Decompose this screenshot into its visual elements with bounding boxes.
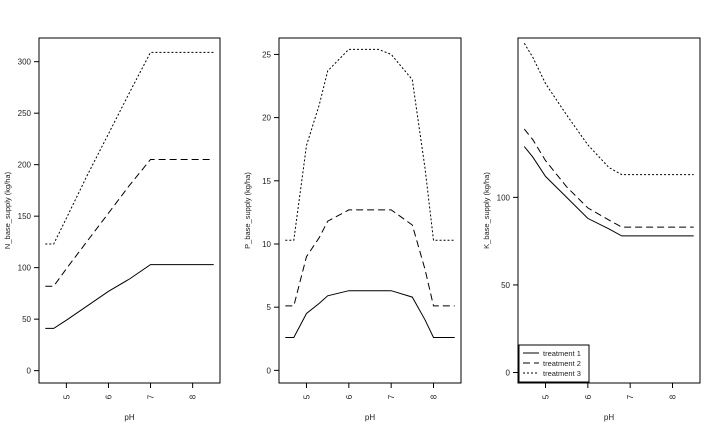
y-tick-label: 150 — [18, 212, 32, 221]
legend-label: treatment 2 — [543, 359, 581, 368]
y-tick-label: 5 — [267, 303, 272, 312]
series-line-treatment-3 — [523, 43, 694, 176]
y-axis-title: N_base_supply (kg/ha) — [3, 171, 12, 249]
series-line-treatment-2 — [45, 159, 214, 287]
series-line-treatment-3 — [285, 48, 455, 241]
x-tick-label: 7 — [626, 394, 635, 399]
x-axis-title: pH — [124, 413, 134, 422]
chart-panel-2: 5 6 7 8 0 5 10 15 20 25 pH P_base_supply (kg/ha) — [243, 37, 462, 422]
plot-frame — [38, 37, 221, 384]
x-axis-title: pH — [365, 413, 375, 422]
plot-frame — [517, 37, 701, 384]
y-tick-label: 50 — [501, 281, 510, 290]
series-line-treatment-2 — [285, 209, 455, 307]
series-line-treatment-1 — [523, 146, 694, 237]
x-tick-label: 5 — [62, 394, 71, 399]
y-tick-label: 0 — [27, 367, 32, 376]
x-tick-label: 5 — [303, 394, 312, 399]
series-line-treatment-1 — [285, 290, 455, 338]
chart-panel-1: 5 6 7 8 0 50 100 150 200 250 300 pH N_base_supply (k… — [3, 37, 221, 422]
chart-panel-3: 5 6 7 8 0 50 100 pH K_base_supply (kg/ha) treatme… — [482, 37, 701, 422]
y-tick-label: 20 — [262, 114, 271, 123]
y-tick-label: 100 — [18, 264, 32, 273]
plot-frame — [278, 37, 462, 384]
x-tick-label: 6 — [584, 394, 593, 399]
x-tick-label: 6 — [104, 394, 113, 399]
x-axis-title: pH — [604, 413, 614, 422]
y-tick-label: 0 — [267, 366, 272, 375]
y-axis-title: P_base_supply (kg/ha) — [243, 172, 252, 249]
x-tick-label: 6 — [345, 394, 354, 399]
y-tick-label: 300 — [18, 58, 32, 67]
y-tick-label: 25 — [262, 50, 271, 59]
y-tick-label: 0 — [506, 368, 511, 377]
x-tick-label: 8 — [429, 394, 438, 399]
y-tick-label: 250 — [18, 109, 32, 118]
x-tick-label: 5 — [542, 394, 551, 399]
y-tick-label: 200 — [18, 161, 32, 170]
y-tick-label: 15 — [262, 177, 271, 186]
series-line-treatment-2 — [523, 128, 694, 228]
series-line-treatment-3 — [45, 51, 214, 245]
series-line-treatment-1 — [45, 264, 214, 329]
x-tick-label: 8 — [189, 394, 198, 399]
legend-label: treatment 1 — [543, 349, 581, 358]
y-tick-label: 50 — [22, 315, 31, 324]
x-tick-label: 7 — [147, 394, 156, 399]
y-axis-title: K_base_supply (kg/ha) — [482, 172, 491, 249]
x-tick-label: 8 — [668, 394, 677, 399]
legend-label: treatment 3 — [543, 369, 581, 378]
y-tick-label: 100 — [497, 193, 511, 202]
legend-box — [518, 344, 590, 383]
x-tick-label: 7 — [387, 394, 396, 399]
y-tick-label: 10 — [262, 240, 271, 249]
